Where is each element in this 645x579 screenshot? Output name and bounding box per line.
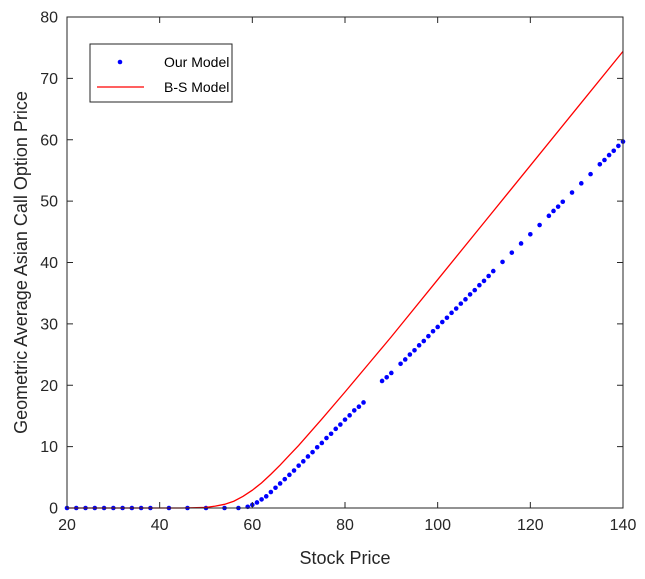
x-tick-label: 80 — [336, 517, 354, 534]
data-point-our-model — [597, 162, 603, 167]
data-point-our-model — [379, 378, 385, 384]
data-point-our-model — [319, 440, 325, 446]
data-point-our-model — [551, 208, 556, 214]
y-tick-label: 60 — [40, 132, 58, 149]
x-axis: 20 40 60 80 100 120 140 — [58, 17, 636, 534]
x-axis-title: Stock Price — [299, 548, 390, 568]
data-point-our-model — [537, 222, 542, 228]
legend-marker-our-model — [117, 59, 123, 65]
data-point-our-model — [449, 310, 454, 316]
data-point-our-model — [426, 333, 431, 339]
data-point-our-model — [342, 417, 348, 422]
data-point-our-model — [338, 422, 343, 427]
data-point-our-model — [588, 171, 593, 177]
data-point-our-model — [398, 361, 403, 367]
y-tick-label: 70 — [40, 71, 58, 88]
data-point-our-model — [602, 157, 607, 163]
data-point-our-model — [333, 426, 339, 432]
legend-label-bs-model: B-S Model — [164, 79, 229, 95]
data-point-our-model — [486, 273, 491, 279]
data-point-our-model — [616, 143, 621, 149]
data-point-our-model — [569, 190, 575, 195]
x-tick-label: 100 — [424, 517, 451, 534]
y-tick-label: 40 — [40, 255, 58, 272]
data-point-our-model — [259, 497, 264, 502]
data-point-our-model — [347, 413, 352, 418]
data-point-our-model — [389, 370, 394, 376]
data-point-our-model — [296, 463, 301, 468]
series-layer — [64, 50, 626, 511]
data-point-our-model — [361, 400, 366, 405]
y-tick-label: 0 — [49, 501, 58, 518]
data-point-our-model — [509, 250, 515, 255]
data-point-our-model — [416, 343, 422, 348]
data-point-our-model — [560, 199, 566, 205]
data-point-our-model — [351, 408, 357, 413]
data-point-our-model — [421, 338, 427, 344]
data-point-our-model — [301, 459, 306, 464]
data-point-our-model — [453, 306, 459, 311]
data-point-our-model — [268, 489, 274, 495]
data-point-our-model — [273, 485, 278, 491]
data-point-our-model — [606, 152, 612, 158]
series-line-bs-model — [67, 50, 624, 509]
data-point-our-model — [407, 352, 413, 357]
x-tick-label: 20 — [58, 517, 76, 534]
data-point-our-model — [472, 287, 478, 293]
data-point-our-model — [254, 500, 260, 505]
y-axis: 0 10 20 30 40 50 60 70 80 — [40, 10, 623, 518]
y-axis-title: Geometric Average Asian Call Option Pric… — [11, 91, 31, 434]
y-tick-label: 20 — [40, 378, 58, 395]
data-point-our-model — [356, 404, 362, 410]
data-point-our-model — [430, 328, 436, 334]
data-point-our-model — [282, 476, 288, 482]
data-point-our-model — [500, 259, 505, 265]
data-point-our-model — [579, 181, 584, 186]
data-point-our-model — [263, 494, 269, 499]
data-point-our-model — [277, 481, 283, 486]
data-point-our-model — [555, 204, 561, 209]
y-tick-label: 80 — [40, 10, 58, 27]
data-point-our-model — [314, 444, 320, 450]
data-point-our-model — [324, 435, 329, 441]
data-point-our-model — [518, 241, 524, 246]
data-point-our-model — [463, 297, 468, 302]
data-point-our-model — [477, 282, 482, 288]
data-point-our-model — [287, 472, 292, 478]
data-point-our-model — [546, 213, 552, 219]
data-point-our-model — [440, 319, 445, 325]
data-point-our-model — [490, 268, 496, 274]
x-tick-label: 120 — [517, 517, 544, 534]
x-tick-label: 60 — [243, 517, 261, 534]
legend-label-our-model: Our Model — [164, 54, 229, 70]
data-point-our-model — [444, 315, 450, 321]
data-point-our-model — [412, 347, 417, 353]
data-point-our-model — [310, 449, 315, 455]
data-point-our-model — [528, 231, 533, 237]
data-point-our-model — [402, 357, 408, 362]
data-point-our-model — [291, 468, 297, 473]
data-point-our-model — [458, 301, 464, 306]
data-point-our-model — [435, 324, 440, 330]
legend: Our Model B-S Model — [89, 43, 233, 103]
x-tick-label: 40 — [151, 517, 169, 534]
y-tick-label: 10 — [40, 439, 58, 456]
y-tick-label: 50 — [40, 194, 58, 211]
data-point-our-model — [384, 374, 390, 380]
data-point-our-model — [481, 278, 487, 284]
data-point-our-model — [611, 148, 617, 154]
legend-box — [89, 43, 233, 103]
y-tick-label: 30 — [40, 316, 58, 333]
x-tick-label: 140 — [610, 517, 637, 534]
data-point-our-model — [467, 292, 473, 297]
data-point-our-model — [328, 431, 334, 437]
data-point-our-model — [305, 454, 311, 459]
